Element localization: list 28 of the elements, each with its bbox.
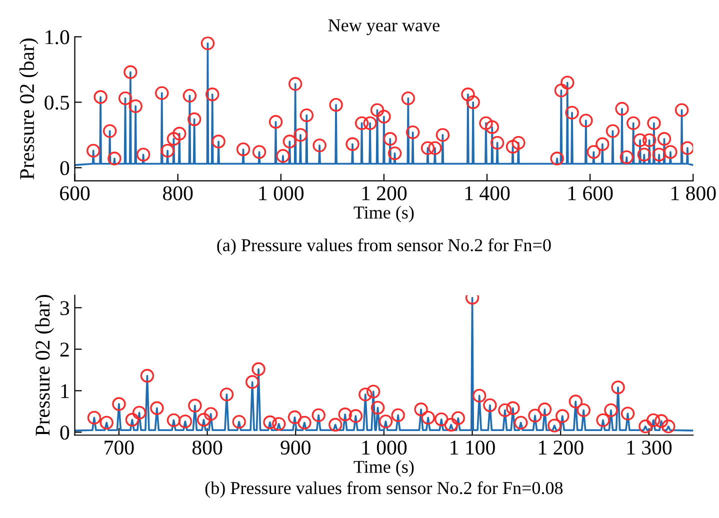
chart-title: New year wave [328,19,440,36]
x-tick-label: 800 [163,186,193,200]
y-tick-label: 1.0 [46,30,70,44]
x-tick-label: 1 000 [362,440,407,455]
x-tick-label: 700 [104,440,134,455]
y-tick-label: 3 [60,301,70,316]
x-tick-label: 1 600 [568,186,613,200]
x-tick-label: 1 800 [672,186,716,200]
x-tick-label: 800 [192,440,222,455]
x-tick-label: 1 200 [539,440,584,455]
y-tick-label: 0 [60,161,70,176]
text: (b) Pressure values from sensor No.2 for Fn=0.08 [205,481,563,498]
x-tick-label: 900 [280,440,310,455]
y-tick-label: 1 [61,384,69,398]
y-axis-title: Pressure 02 (bar) [35,294,54,436]
x-tick-label: 1 100 [450,440,495,455]
y-tick-label: 0 [60,426,70,440]
y-tick-label: 0.5 [44,96,70,110]
x-tick-label: 600 [60,186,90,200]
y-axis-title: Pressure 02 (bar) [19,38,38,180]
x-tick-label: 1 200 [362,186,407,200]
x-tick-label: 1 000 [259,186,304,200]
x-tick-label: 1 300 [627,440,672,455]
text: (a) Pressure values from sensor No.2 for Fn=0 [217,238,551,255]
x-axis-title: Time (s) [354,460,414,477]
x-tick-label: 1 400 [465,186,510,200]
x-axis-title: Time (s) [354,206,414,222]
y-tick-label: 2 [60,342,69,356]
